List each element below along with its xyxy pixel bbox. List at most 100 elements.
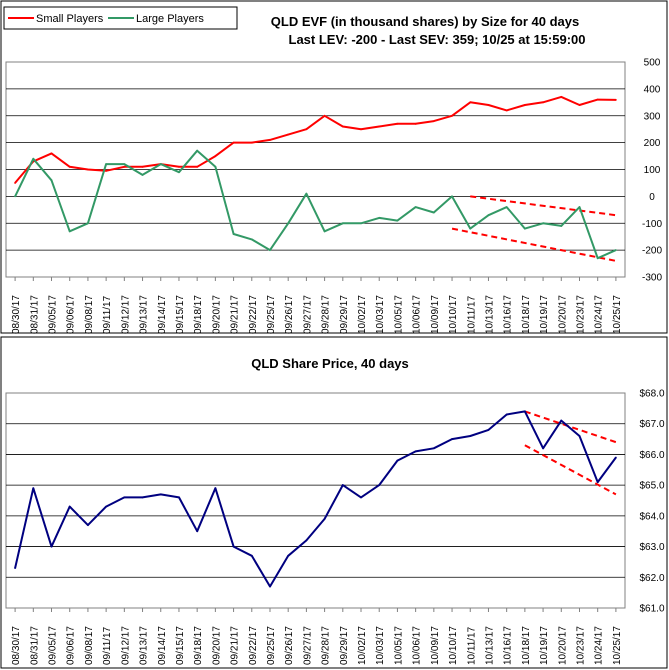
evf-data-point [250,141,253,144]
evf-x-tick-label: 10/23/17 [575,295,586,334]
evf-data-point [560,96,563,98]
evf-data-point [432,120,435,123]
evf-x-tick-label: 10/05/17 [393,295,404,334]
evf-x-tick-label: 10/10/17 [448,295,459,334]
price-x-tick-label: 09/14/17 [157,626,168,665]
price-x-tick-label: 10/03/17 [375,626,386,665]
evf-data-point [50,179,53,182]
evf-x-tick-label: 10/09/17 [430,295,441,334]
evf-data-point [196,165,199,168]
evf-x-tick-label: 10/11/17 [466,295,477,334]
evf-x-tick-label: 10/25/17 [612,295,623,334]
price-x-tick-label: 09/05/17 [48,626,59,665]
price-y-tick-label: $62.0 [639,573,664,584]
evf-data-point [542,222,544,225]
evf-data-point [378,125,381,128]
price-x-tick-label: 09/11/17 [102,626,113,665]
price-x-tick-label: 09/12/17 [120,626,131,665]
evf-data-point [50,152,53,155]
price-data-point [159,493,162,496]
price-y-tick-label: $61.0 [639,604,664,615]
price-x-tick-label: 09/28/17 [321,626,332,665]
evf-y-tick-label: 100 [644,165,661,176]
evf-data-point [360,222,362,225]
evf-data-point [178,171,180,174]
evf-x-tick-label: 09/06/17 [66,295,77,334]
evf-x-tick-label: 09/08/17 [84,295,95,334]
evf-data-point [396,219,399,222]
evf-data-point [396,122,399,125]
price-y-tick-label: $66.0 [639,450,664,461]
price-data-point [596,481,599,483]
price-data-point [250,554,253,557]
evf-data-point [68,165,71,168]
evf-data-point [323,230,326,233]
price-trendline [524,410,617,444]
evf-data-point [123,163,126,166]
evf-trendline [451,227,617,262]
evf-trendline [470,195,617,217]
price-data-point [414,450,417,453]
evf-y-tick-label: 200 [644,138,661,149]
price-data-point [32,487,35,490]
price-series-line-price [14,410,617,588]
evf-x-tick-label: 10/13/17 [484,295,495,334]
evf-y-tick-label: -100 [642,219,662,230]
evf-y-tick-label: -200 [642,246,662,257]
evf-x-tick-label: 09/27/17 [302,295,313,334]
legend-label-small-players: Small Players [36,13,104,25]
price-data-point [523,410,526,413]
price-x-tick-label: 10/19/17 [539,626,550,665]
price-data-point [105,505,108,508]
evf-data-point [105,169,108,172]
price-x-tick-label: 09/15/17 [175,626,186,665]
price-x-tick-label: 08/31/17 [29,626,40,665]
evf-data-point [105,163,108,166]
evf-x-tick-label: 08/31/17 [29,295,40,334]
evf-data-point [560,225,563,227]
price-data-point [87,524,89,526]
price-x-tick-label: 10/06/17 [412,626,423,665]
evf-y-tick-label: 300 [644,111,661,122]
price-x-tick-label: 10/10/17 [448,626,459,665]
evf-x-tick-label: 09/05/17 [48,295,59,334]
evf-data-point [378,216,381,219]
evf-data-point [141,165,144,168]
price-data-point [178,496,180,499]
price-x-tick-label: 10/02/17 [357,626,368,665]
price-data-point [287,554,290,557]
evf-x-tick-label: 10/20/17 [557,295,568,334]
evf-data-point [178,165,180,168]
evf-y-tick-label: 500 [644,58,661,69]
price-x-tick-label: 10/16/17 [503,626,514,665]
price-x-tick-label: 10/13/17 [484,626,495,665]
evf-legend: Small Players Large Players [3,6,238,30]
price-x-tick-label: 09/13/17 [139,626,150,665]
evf-data-point [232,233,235,235]
evf-x-tick-label: 09/21/17 [230,295,241,334]
evf-data-point [451,114,453,117]
evf-data-point [578,206,581,209]
evf-data-point [542,101,544,104]
price-data-point [505,413,508,416]
evf-y-tick-label: 0 [649,192,655,203]
evf-x-tick-label: 10/18/17 [521,295,532,334]
evf-data-point [214,165,217,168]
price-data-point [50,545,53,548]
evf-data-point [14,182,17,184]
evf-data-point [614,98,617,101]
price-x-tick-label: 10/23/17 [575,626,586,665]
evf-data-point [596,98,599,101]
evf-x-tick-label: 10/16/17 [503,295,514,334]
evf-x-tick-label: 09/12/17 [120,295,131,334]
evf-data-point [414,122,417,125]
evf-x-tick-label: 09/29/17 [339,295,350,334]
price-data-point [614,456,617,459]
evf-data-point [341,125,344,128]
price-y-tick-label: $67.0 [639,419,664,430]
evf-series-line-large-players [14,149,617,260]
price-data-point [396,459,399,462]
evf-x-tick-label: 10/03/17 [375,295,386,334]
